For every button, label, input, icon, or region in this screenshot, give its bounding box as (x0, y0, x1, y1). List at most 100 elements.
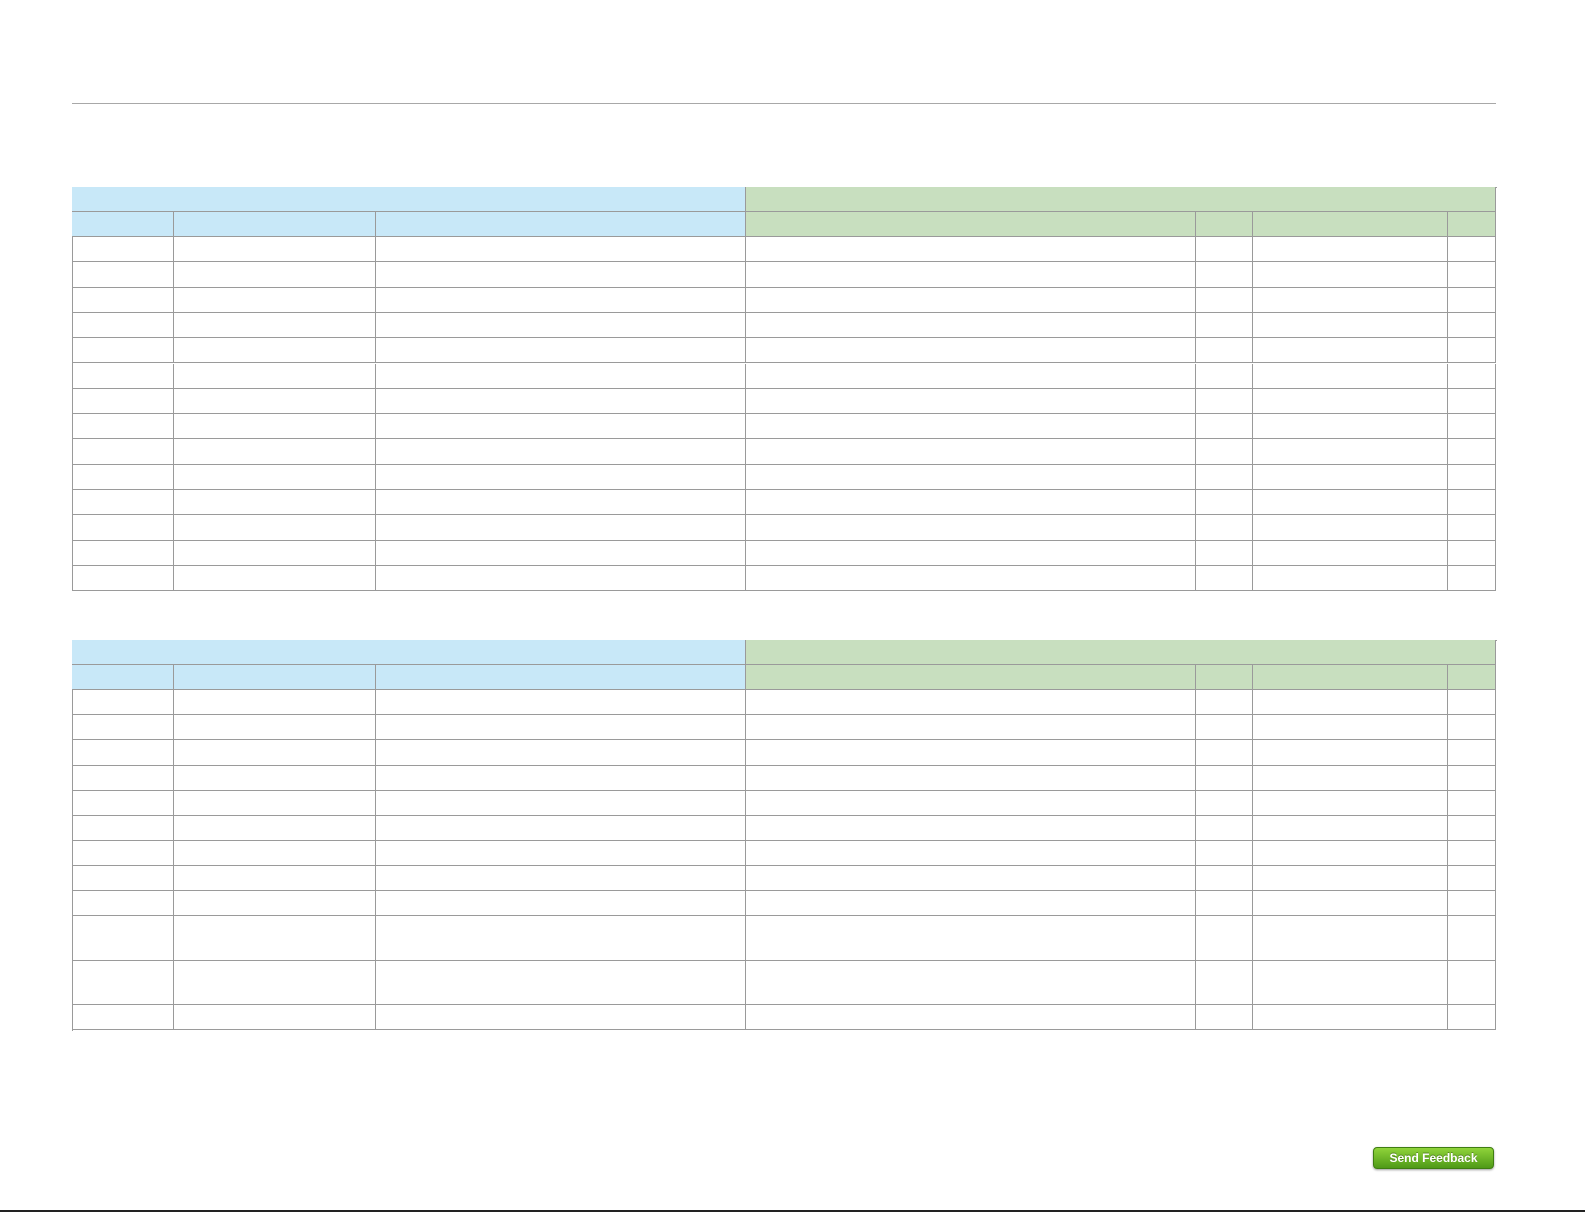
table-cell (72, 363, 174, 389)
table-cell (72, 1005, 174, 1030)
column-header (746, 665, 1196, 690)
table-cell (174, 715, 376, 740)
table-cell (72, 891, 174, 916)
table-cell (72, 414, 174, 440)
table-cell (376, 690, 746, 715)
table-cell (376, 439, 746, 465)
table-cell (174, 866, 376, 891)
table-cell (1448, 262, 1496, 288)
table-cell (1196, 766, 1253, 791)
table-cell (1196, 388, 1253, 415)
table-cell (1448, 766, 1496, 791)
table-cell (1448, 715, 1496, 740)
table-cell (746, 262, 1196, 288)
table-cell (1448, 515, 1496, 541)
table-cell (1196, 287, 1253, 313)
table-cell (72, 766, 174, 791)
group-header (72, 640, 746, 665)
table-cell (1196, 891, 1253, 916)
table-cell (72, 866, 174, 891)
table-cell (1196, 916, 1253, 961)
table-cell (1448, 464, 1496, 490)
table-cell (174, 414, 376, 440)
table-cell (1253, 690, 1448, 715)
table-cell (1448, 866, 1496, 891)
table-cell (72, 515, 174, 541)
table-cell (1253, 740, 1448, 766)
table-cell (1253, 916, 1448, 961)
table-cell (174, 1005, 376, 1030)
table-cell (376, 766, 746, 791)
column-header (72, 212, 174, 237)
table-cell (376, 791, 746, 816)
table-cell (376, 916, 746, 961)
table-cell (746, 363, 1196, 389)
table-cell (376, 287, 746, 313)
table-cell (1196, 515, 1253, 541)
table-cell (1196, 414, 1253, 440)
table-cell (1196, 740, 1253, 766)
table-cell (1448, 816, 1496, 841)
column-header (1448, 665, 1496, 690)
column-header (1253, 212, 1448, 237)
table-cell (1196, 690, 1253, 715)
table-cell (1253, 891, 1448, 916)
table-cell (376, 363, 746, 389)
table-cell (174, 312, 376, 339)
table-cell (1253, 766, 1448, 791)
send-feedback-button[interactable]: Send Feedback (1373, 1147, 1494, 1169)
table-cell (174, 338, 376, 364)
header-rule (72, 103, 1496, 104)
table-cell (72, 565, 174, 592)
table-cell (72, 490, 174, 516)
table-cell (1253, 816, 1448, 841)
table-cell (376, 388, 746, 415)
table-cell (72, 312, 174, 339)
table-cell (1253, 961, 1448, 1005)
table-cell (1196, 439, 1253, 465)
table-cell (174, 388, 376, 415)
table-cell (1196, 338, 1253, 364)
table-cell (174, 816, 376, 841)
table-cell (376, 237, 746, 263)
table-cell (72, 262, 174, 288)
table-cell (746, 388, 1196, 415)
table-cell (746, 312, 1196, 339)
table-cell (376, 891, 746, 916)
table-cell (1253, 439, 1448, 465)
table-cell (72, 715, 174, 740)
bottom-border (0, 1210, 1585, 1212)
table-cell (1448, 791, 1496, 816)
table-cell (1196, 363, 1253, 389)
table-cell (1253, 312, 1448, 339)
table-cell (1448, 312, 1496, 339)
table-cell (746, 540, 1196, 566)
table-cell (174, 439, 376, 465)
table-cell (746, 791, 1196, 816)
table-cell (746, 439, 1196, 465)
table-cell (1253, 490, 1448, 516)
table-cell (1253, 262, 1448, 288)
table-cell (1196, 262, 1253, 288)
table-cell (1448, 1005, 1496, 1030)
table-cell (72, 740, 174, 766)
table-cell (174, 363, 376, 389)
table-cell (174, 961, 376, 1005)
table-cell (1196, 841, 1253, 866)
table-cell (746, 490, 1196, 516)
table-cell (746, 338, 1196, 364)
table-cell (174, 791, 376, 816)
table (72, 187, 1497, 592)
table-cell (174, 464, 376, 490)
table-cell (376, 414, 746, 440)
table-cell (1253, 866, 1448, 891)
table-cell (376, 816, 746, 841)
table-cell (1253, 287, 1448, 313)
table-cell (72, 439, 174, 465)
table-cell (174, 766, 376, 791)
column-header (174, 665, 376, 690)
table-cell (1448, 740, 1496, 766)
table-cell (72, 916, 174, 961)
table-cell (1196, 237, 1253, 263)
